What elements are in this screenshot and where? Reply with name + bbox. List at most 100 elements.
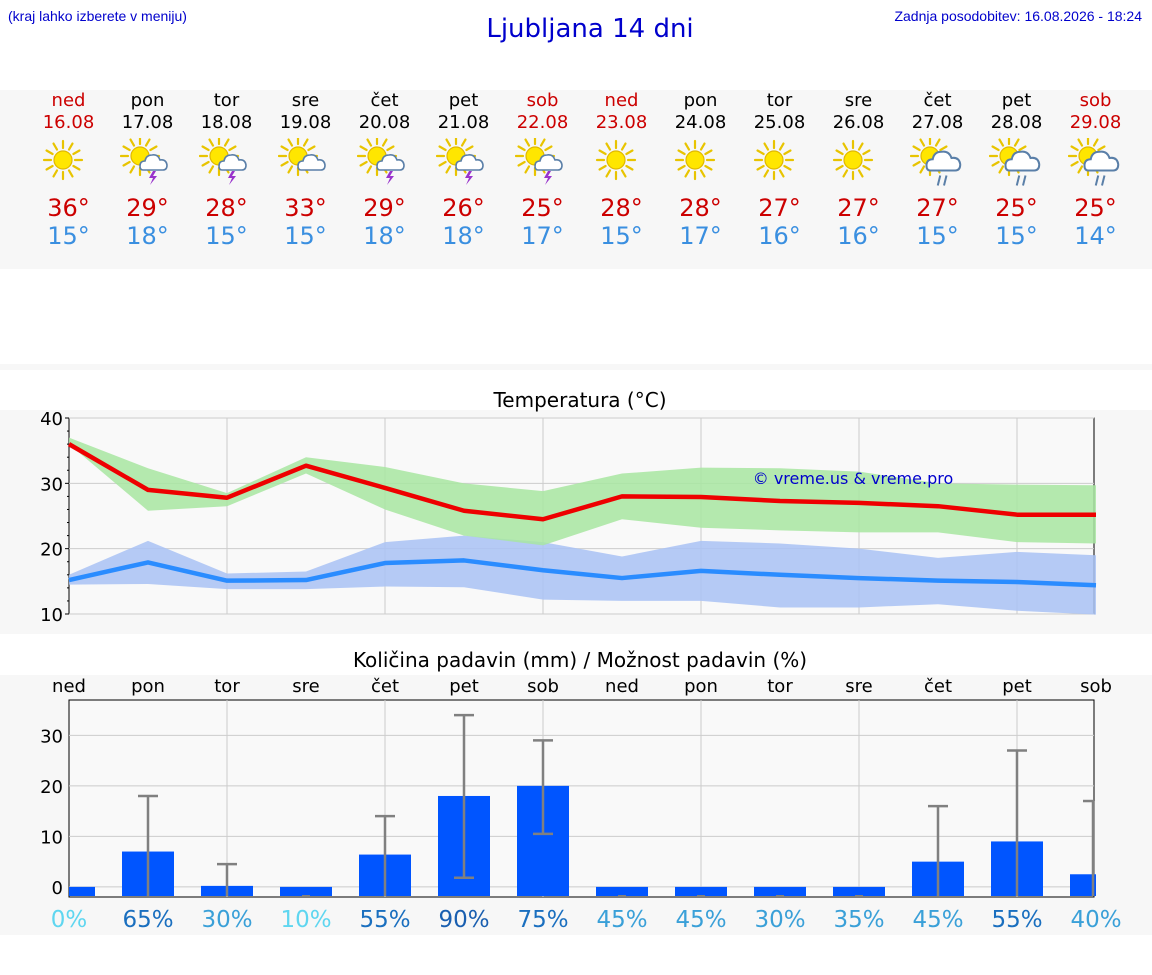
day-date: 17.08 — [121, 112, 174, 133]
day-date: 19.08 — [279, 112, 332, 133]
day-label: sre — [292, 676, 319, 697]
day-name: sob — [1079, 90, 1112, 111]
y-tick-label: 20 — [40, 540, 63, 561]
watermark: © vreme.us & vreme.pro — [753, 469, 954, 488]
max-temp: 27° — [837, 194, 880, 222]
day-label: tor — [214, 676, 240, 697]
page-title: Ljubljana 14 dni — [486, 14, 694, 44]
day-date: 26.08 — [832, 112, 885, 133]
max-temp: 27° — [758, 194, 801, 222]
weather-sun-thunder-icon — [356, 138, 405, 185]
weather-sun-icon — [832, 139, 873, 181]
precip-chance-label: 35% — [833, 907, 884, 933]
precipitation-chart: ned pon tor sre čet pet sob ned pon tor sre čet pet s… — [40, 676, 1121, 933]
day-date: 18.08 — [200, 112, 253, 133]
day-name: pon — [683, 90, 718, 111]
weather-sun-thunder-icon — [514, 138, 563, 185]
weather-sun-thunder-icon — [198, 138, 247, 185]
day-label: čet — [924, 676, 952, 697]
temperature-chart: 10 20 30 40 © vreme.us & vreme.pro — [40, 410, 1097, 626]
forecast-day: pet 21.08 26° 18° — [424, 90, 503, 250]
forecast-day: tor 18.08 28° 15° — [187, 90, 266, 250]
separator — [0, 364, 1152, 370]
max-temp: 29° — [363, 194, 406, 222]
day-name: čet — [370, 90, 399, 111]
precip-chance-label: 55% — [359, 907, 410, 933]
max-temp: 36° — [47, 194, 90, 222]
precip-chance-label: 45% — [596, 907, 647, 933]
day-label: pon — [684, 676, 718, 697]
weather-sun-rain-icon — [1067, 138, 1119, 186]
precip-bar — [69, 886, 95, 896]
max-temp: 28° — [679, 194, 722, 222]
day-date: 27.08 — [911, 112, 964, 133]
weather-sun-icon — [595, 139, 636, 181]
min-temp-line — [68, 558, 1097, 588]
day-label: ned — [605, 676, 639, 697]
day-date: 28.08 — [990, 112, 1043, 133]
max-temp: 25° — [995, 194, 1038, 222]
min-temp: 15° — [205, 222, 248, 250]
min-temp: 15° — [47, 222, 90, 250]
min-temp: 18° — [126, 222, 169, 250]
y-tick-label: 10 — [40, 827, 63, 848]
min-temp: 16° — [837, 222, 880, 250]
day-date: 24.08 — [674, 112, 727, 133]
forecast-day: tor 25.08 27° 16° — [740, 90, 819, 250]
precip-chance-label: 65% — [122, 907, 173, 933]
precip-chance-label: 75% — [517, 907, 568, 933]
day-name: sre — [844, 90, 873, 111]
forecast-day: sob 29.08 25° 14° — [1056, 90, 1135, 250]
day-label: sob — [527, 676, 559, 697]
weather-sun-rain-icon — [988, 138, 1040, 186]
day-date: 21.08 — [437, 112, 490, 133]
forecast-day: sre 19.08 33° 15° — [266, 90, 345, 250]
y-tick-label: 10 — [40, 605, 63, 626]
day-label: sob — [1080, 676, 1112, 697]
day-label: pon — [131, 676, 165, 697]
min-temp: 16° — [758, 222, 801, 250]
forecast-day: ned 16.08 36° 15° — [29, 90, 108, 250]
day-label: tor — [767, 676, 793, 697]
temperature-chart-title: Temperatura (°C) — [493, 388, 667, 412]
weather-sun-cloud-icon — [277, 138, 326, 177]
forecast-day: čet 20.08 29° 18° — [345, 90, 424, 250]
day-name: pet — [448, 90, 479, 111]
min-temp: 15° — [995, 222, 1038, 250]
weather-sun-icon — [753, 139, 794, 181]
max-temp-band — [69, 437, 1096, 546]
y-tick-label: 40 — [40, 410, 63, 430]
precipitation-chart-title: Količina padavin (mm) / Možnost padavin … — [352, 648, 808, 672]
precip-chance-label: 30% — [754, 907, 805, 933]
location-hint[interactable]: (kraj lahko izberete v meniju) — [8, 8, 187, 24]
day-label: pet — [1002, 676, 1032, 697]
y-tick-label: 30 — [40, 474, 63, 495]
forecast-day: čet 27.08 27° 15° — [898, 90, 977, 250]
forecast-day: pon 17.08 29° 18° — [108, 90, 187, 250]
day-name: ned — [604, 90, 639, 111]
precip-chance-label: 40% — [1070, 907, 1121, 933]
forecast-day: pet 28.08 25° 15° — [977, 90, 1056, 250]
weather-sun-thunder-icon — [435, 138, 484, 185]
precip-chance-label: 10% — [280, 907, 331, 933]
min-temp: 17° — [679, 222, 722, 250]
min-temp: 14° — [1074, 222, 1117, 250]
min-temp: 15° — [600, 222, 643, 250]
weather-sun-thunder-icon — [119, 138, 168, 185]
max-temp: 29° — [126, 194, 169, 222]
precip-bar — [675, 886, 727, 896]
precip-bar — [280, 886, 332, 896]
max-temp: 25° — [1074, 194, 1117, 222]
weather-sun-icon — [42, 139, 83, 181]
max-temp: 28° — [600, 194, 643, 222]
day-label: ned — [52, 676, 86, 697]
precip-chance-label: 90% — [438, 907, 489, 933]
precip-chance-label: 0% — [51, 907, 88, 933]
precip-bar — [596, 886, 648, 896]
weather-sun-icon — [674, 139, 715, 181]
y-tick-label: 20 — [40, 777, 63, 798]
day-name: čet — [923, 90, 952, 111]
day-label: pet — [449, 676, 479, 697]
min-temp: 15° — [916, 222, 959, 250]
weather-sun-rain-icon — [909, 138, 961, 186]
